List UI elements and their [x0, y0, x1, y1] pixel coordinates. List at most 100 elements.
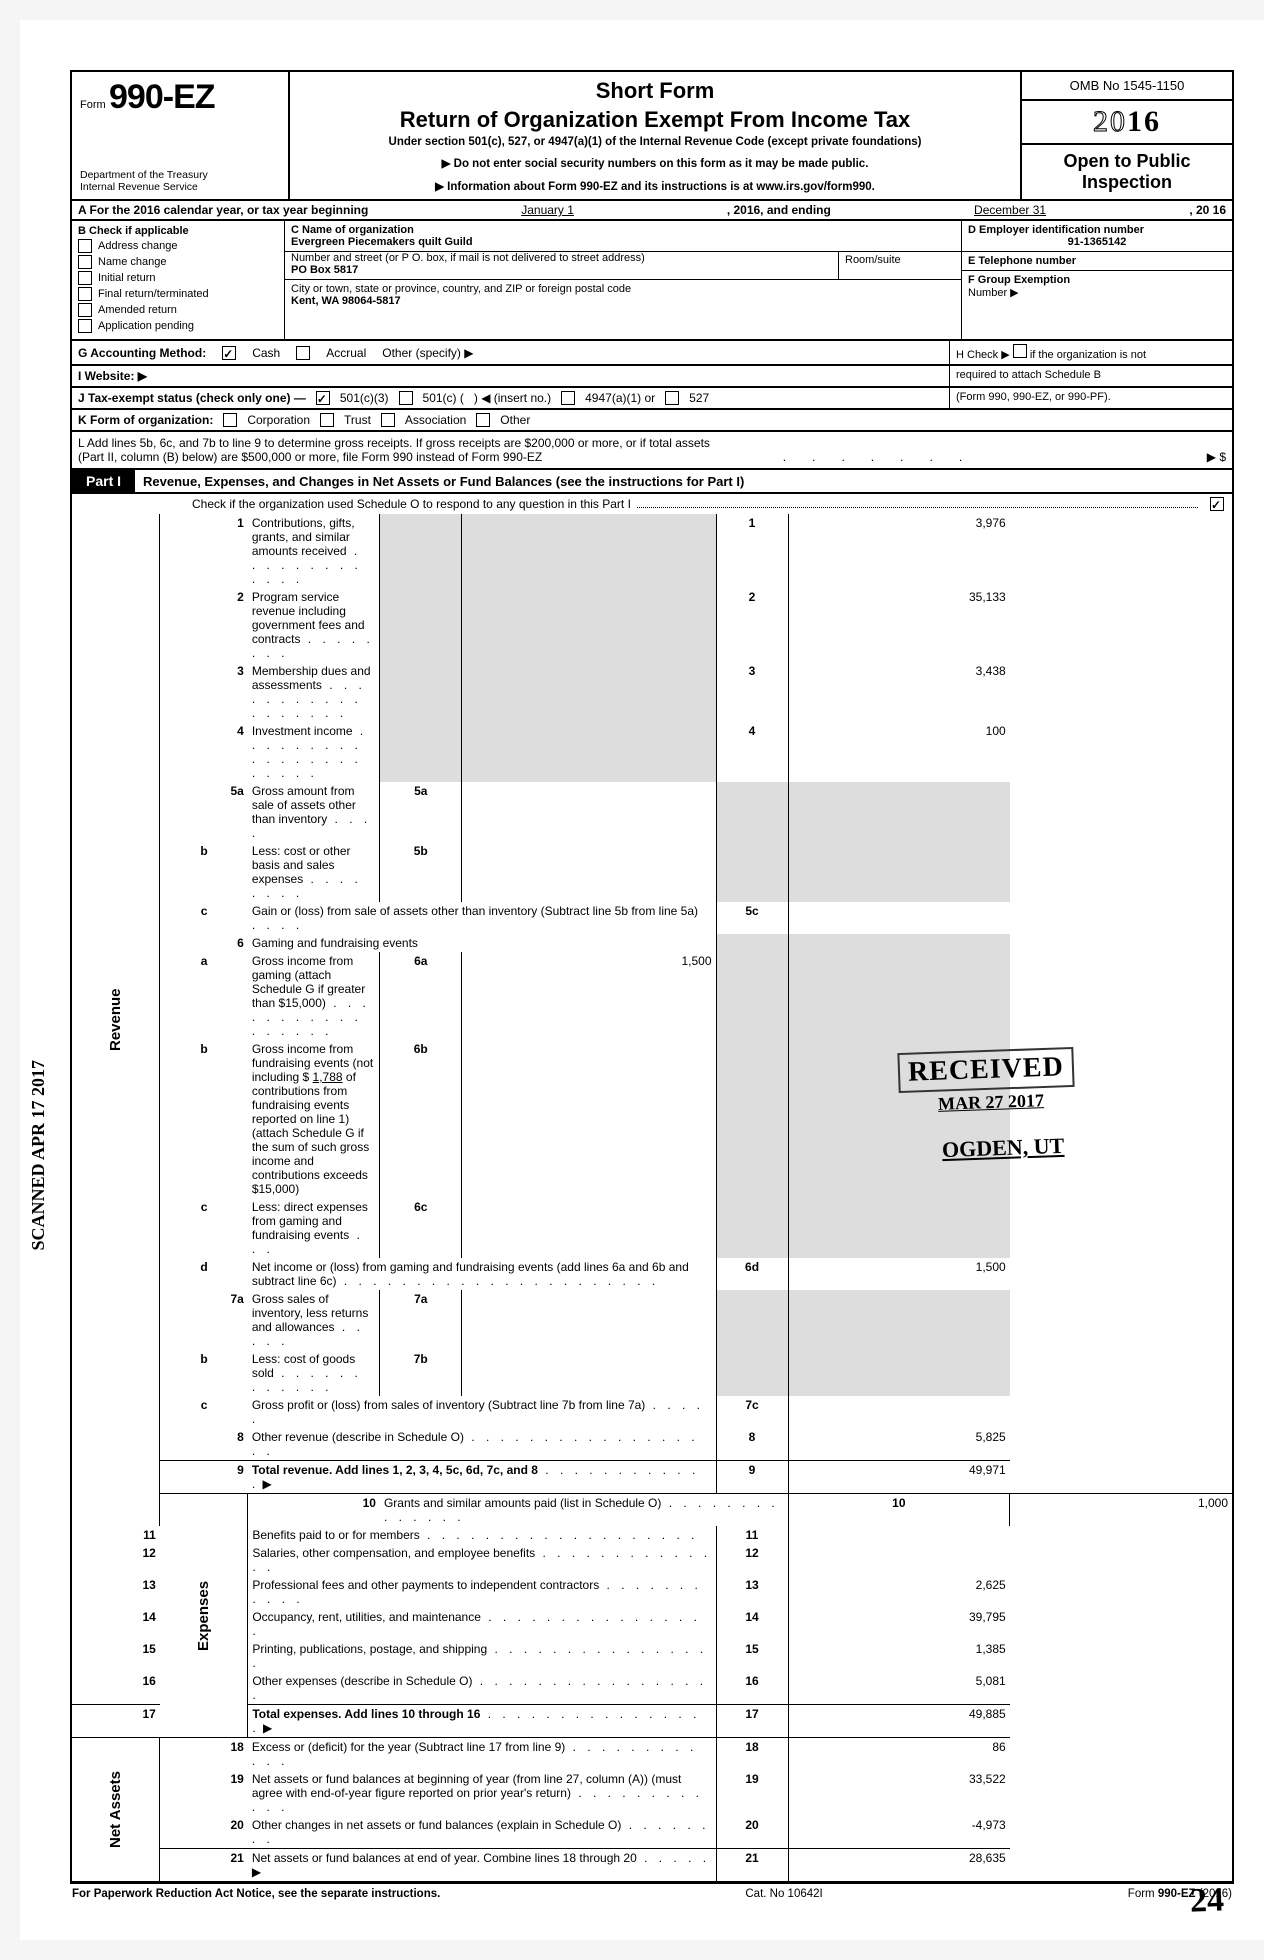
h-text-2: if the organization is not	[1030, 349, 1146, 361]
sb: 7b	[380, 1350, 462, 1396]
cb-527[interactable]	[665, 391, 679, 405]
lv: 100	[788, 722, 1010, 782]
sb: 6c	[380, 1198, 462, 1258]
lt: Total expenses. Add lines 10 through 16	[252, 1707, 480, 1721]
cb-other[interactable]	[476, 413, 490, 427]
cb-name-change[interactable]	[78, 255, 92, 269]
l-line-2: (Part II, column (B) below) are $500,000…	[78, 450, 542, 464]
lv: 3,976	[788, 514, 1010, 588]
cb-address-change[interactable]	[78, 239, 92, 253]
cb-label: Final return/terminated	[98, 288, 209, 300]
side-net-assets: Net Assets	[72, 1738, 159, 1881]
part-1-tag: Part I	[72, 470, 135, 492]
header-right: OMB No 1545-1150 20201616 Open to Public…	[1020, 72, 1232, 199]
lb: 5c	[716, 902, 788, 934]
lt: Benefits paid to or for members	[252, 1528, 419, 1542]
ln: 17	[71, 1705, 160, 1738]
lb: 1	[716, 514, 788, 588]
cb-association[interactable]	[381, 413, 395, 427]
city-label: City or town, state or province, country…	[291, 283, 631, 295]
ein-value: 91-1365142	[968, 236, 1226, 248]
lb: 16	[716, 1672, 788, 1705]
arrow-icon: ▶	[263, 1477, 272, 1491]
ln: 16	[71, 1672, 160, 1705]
cb-schedule-o[interactable]	[1210, 497, 1224, 511]
ln: a	[160, 952, 248, 1040]
ln: 1	[160, 514, 248, 588]
lt: Gain or (loss) from sale of assets other…	[252, 904, 698, 918]
ln: 3	[160, 662, 248, 722]
lb: 12	[716, 1544, 788, 1576]
sb: 6a	[380, 952, 462, 1040]
ln: 15	[71, 1640, 160, 1672]
cb-cash[interactable]	[222, 346, 236, 360]
sb: 5a	[380, 782, 462, 842]
lv: 1,500	[788, 1258, 1010, 1290]
cb-schedule-b[interactable]	[1013, 344, 1027, 358]
f-label-2: Number ▶	[968, 287, 1019, 299]
sb: 7a	[380, 1290, 462, 1350]
footer-left: For Paperwork Reduction Act Notice, see …	[72, 1888, 440, 1900]
h-text-3: required to attach Schedule B	[949, 366, 1232, 386]
row-l: L Add lines 5b, 6c, and 7b to line 9 to …	[70, 432, 1234, 470]
lt: Net assets or fund balances at end of ye…	[252, 1851, 637, 1865]
cb-501c[interactable]	[399, 391, 413, 405]
lb: 8	[716, 1428, 788, 1461]
title-cell: Short Form Return of Organization Exempt…	[290, 72, 1020, 199]
lv: 49,971	[788, 1461, 1010, 1494]
lv	[788, 1526, 1010, 1544]
lv: 1,385	[788, 1640, 1010, 1672]
lb: 14	[716, 1608, 788, 1640]
h-text-1: H Check ▶	[956, 349, 1010, 361]
cb-trust[interactable]	[320, 413, 334, 427]
schedule-o-check: Check if the organization used Schedule …	[70, 494, 1234, 514]
cb-final-return[interactable]	[78, 287, 92, 301]
sv: 1,500	[462, 952, 716, 1040]
lt: Salaries, other compensation, and employ…	[252, 1546, 535, 1560]
col-d-e-f: D Employer identification number 91-1365…	[961, 221, 1232, 339]
lb: 19	[716, 1770, 788, 1816]
ln: 13	[71, 1576, 160, 1608]
row-i: I Website: ▶ required to attach Schedule…	[70, 366, 1234, 388]
row-k: K Form of organization: Corporation Trus…	[70, 410, 1234, 432]
lt: Contributions, gifts, grants, and simila…	[252, 516, 355, 558]
cb-4947[interactable]	[561, 391, 575, 405]
sb: 5b	[380, 842, 462, 902]
ln: b	[160, 1350, 248, 1396]
sched-o-text: Check if the organization used Schedule …	[192, 497, 631, 511]
lt: Gross profit or (loss) from sales of inv…	[252, 1398, 645, 1412]
lt: Grants and similar amounts paid (list in…	[384, 1496, 661, 1510]
cb-501c3[interactable]	[316, 391, 330, 405]
lv: 33,522	[788, 1770, 1010, 1816]
j-o2: 501(c) (	[423, 391, 464, 405]
cb-accrual[interactable]	[296, 346, 310, 360]
cb-label: Address change	[98, 240, 178, 252]
d-label: D Employer identification number	[968, 224, 1144, 236]
cb-amended-return[interactable]	[78, 303, 92, 317]
lv: 5,825	[788, 1428, 1010, 1461]
lb: 13	[716, 1576, 788, 1608]
h-text-4: (Form 990, 990-EZ, or 990-PF).	[949, 388, 1232, 408]
side-expenses: Expenses	[160, 1494, 247, 1737]
cb-initial-return[interactable]	[78, 271, 92, 285]
ln: c	[160, 902, 248, 934]
lb: 20	[716, 1816, 788, 1849]
j-label: J Tax-exempt status (check only one) —	[78, 391, 306, 405]
lv	[788, 1396, 1010, 1428]
l-line-1: L Add lines 5b, 6c, and 7b to line 9 to …	[78, 436, 1226, 450]
open-public-2: Inspection	[1082, 172, 1172, 192]
j-o1: 501(c)(3)	[340, 391, 389, 405]
lt: Other changes in net assets or fund bala…	[252, 1818, 622, 1832]
l-tail: ▶ $	[1207, 450, 1226, 464]
cb-corporation[interactable]	[223, 413, 237, 427]
ln: b	[160, 842, 248, 902]
ln: 4	[160, 722, 248, 782]
stamp-scanned: SCANNED APR 17 2017	[28, 1060, 49, 1251]
lb: 10	[788, 1494, 1010, 1527]
cb-application-pending[interactable]	[78, 319, 92, 333]
ln: 9	[160, 1461, 248, 1494]
col-b: B Check if applicable Address change Nam…	[72, 221, 285, 339]
lt: Investment income	[252, 724, 353, 738]
lt: Total revenue. Add lines 1, 2, 3, 4, 5c,…	[252, 1463, 538, 1477]
short-form: Short Form	[300, 78, 1010, 104]
